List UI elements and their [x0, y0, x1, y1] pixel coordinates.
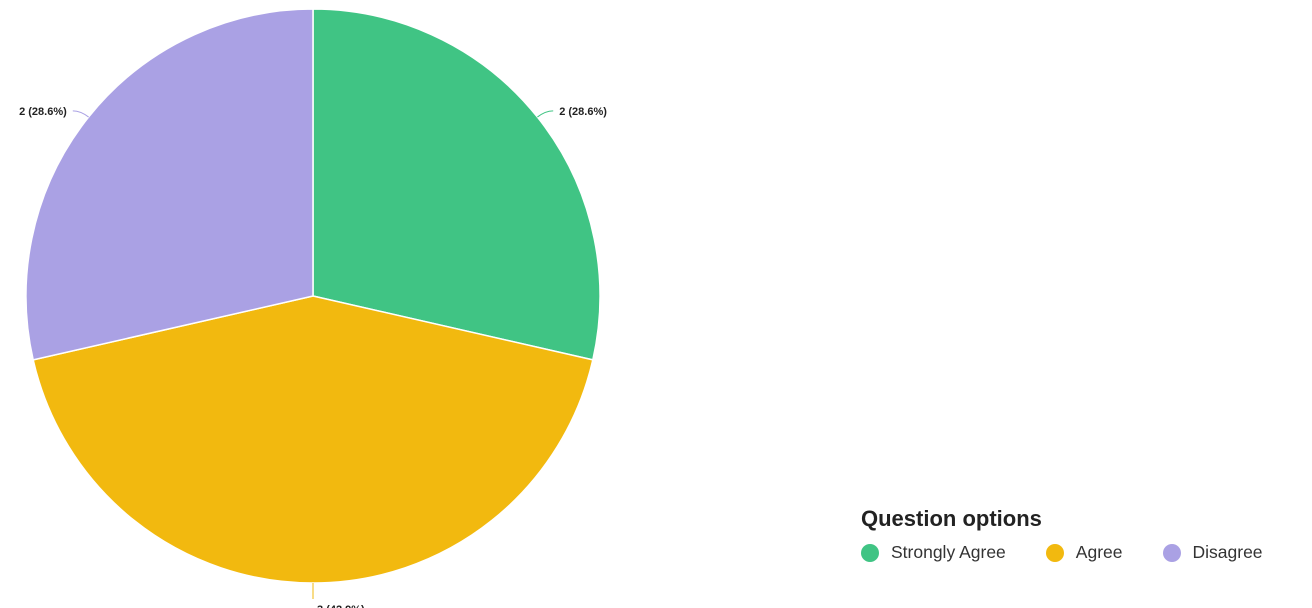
- data-label-strongly-agree: 2 (28.6%): [559, 106, 607, 118]
- legend: Question options Strongly Agree Agree Di…: [861, 506, 1263, 563]
- legend-label: Strongly Agree: [891, 542, 1006, 562]
- legend-item-strongly-agree[interactable]: Strongly Agree: [861, 542, 1006, 563]
- data-label-agree: 3 (42.9%): [317, 604, 365, 608]
- legend-items: Strongly Agree Agree Disagree: [861, 542, 1263, 563]
- legend-swatch-strongly-agree: [861, 543, 879, 562]
- pie-chart: 2 (28.6%) 3 (42.9%) 2 (28.6%): [19, 8, 607, 608]
- pie-slice-strongly-agree[interactable]: [312, 8, 601, 361]
- pie-slices: [25, 8, 601, 584]
- legend-item-disagree[interactable]: Disagree: [1162, 542, 1263, 563]
- leader-line-strongly-agree: [537, 110, 554, 118]
- data-label-disagree: 2 (28.6%): [19, 106, 67, 118]
- legend-label: Disagree: [1192, 542, 1263, 562]
- pie-slice-agree[interactable]: [32, 295, 594, 584]
- leader-line-disagree: [72, 110, 89, 118]
- legend-title: Question options: [861, 506, 1042, 531]
- pie-slice-disagree[interactable]: [25, 8, 314, 361]
- legend-swatch-disagree: [1162, 543, 1181, 562]
- legend-label: Agree: [1075, 542, 1123, 562]
- legend-item-agree[interactable]: Agree: [1045, 542, 1123, 563]
- data-labels: 2 (28.6%) 3 (42.9%) 2 (28.6%): [19, 106, 607, 608]
- legend-swatch-agree: [1045, 543, 1064, 562]
